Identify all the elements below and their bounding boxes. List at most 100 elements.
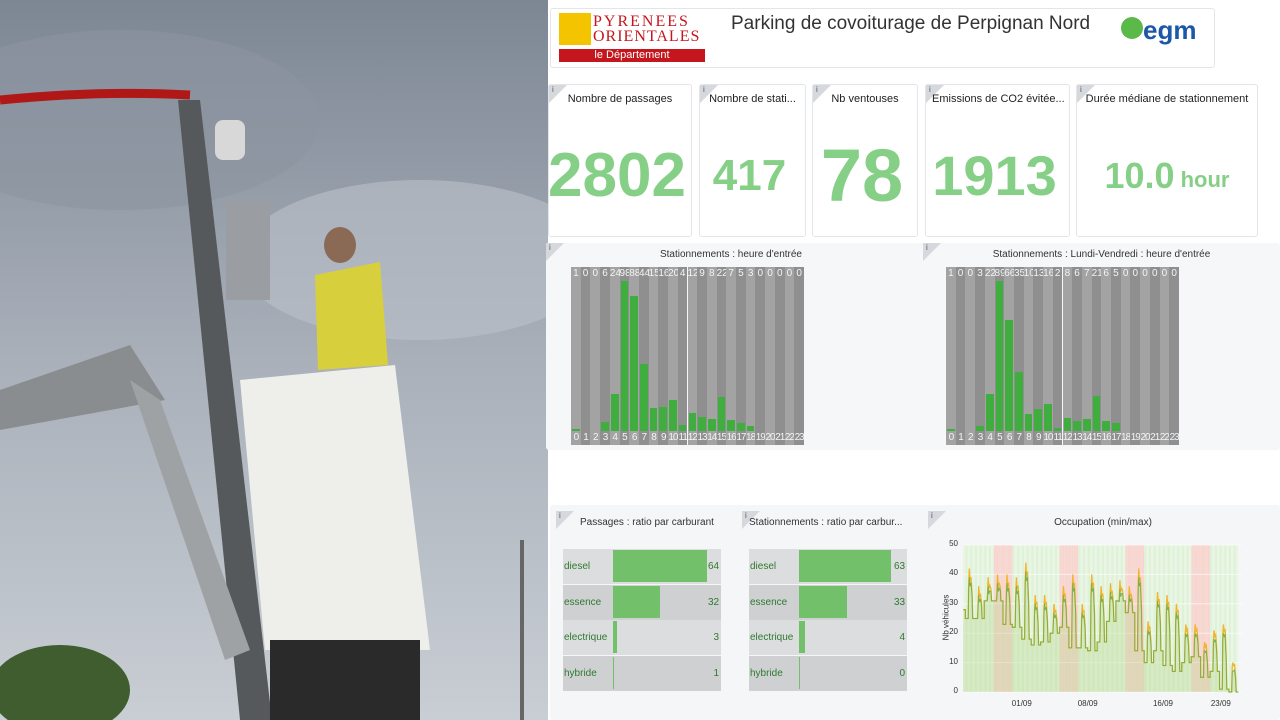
- bar-background: [1043, 267, 1053, 445]
- day-band: [1068, 545, 1072, 692]
- bar[interactable]: [678, 424, 687, 431]
- info-icon[interactable]: i: [546, 243, 564, 261]
- bar[interactable]: [649, 408, 658, 431]
- day-band: [1078, 545, 1081, 692]
- bar[interactable]: [1102, 420, 1111, 431]
- bar[interactable]: [1005, 319, 1013, 431]
- day-band: [1160, 545, 1163, 692]
- bar[interactable]: [1092, 395, 1101, 431]
- bar[interactable]: [639, 363, 648, 431]
- day-band: [1031, 545, 1034, 692]
- bar-value-label: 3: [977, 268, 983, 279]
- info-icon[interactable]: i: [742, 511, 760, 529]
- day-band: [1073, 545, 1076, 692]
- bar[interactable]: [698, 417, 706, 431]
- x-tick-label: 14: [1082, 432, 1092, 443]
- bar[interactable]: [613, 585, 660, 618]
- x-tick-label: 14: [707, 432, 717, 443]
- x-tick-label: 16: [1101, 432, 1112, 443]
- bar-background: [668, 267, 678, 445]
- bar[interactable]: [1112, 422, 1120, 431]
- bar[interactable]: [601, 421, 609, 431]
- bar[interactable]: [1073, 420, 1081, 431]
- bar[interactable]: [669, 400, 677, 431]
- bar-background: [1111, 267, 1121, 445]
- kpi-card[interactable]: i Nombre de stati... 417: [699, 84, 806, 237]
- bar[interactable]: [727, 420, 736, 431]
- kpi-card[interactable]: i Nb ventouses 78: [812, 84, 918, 237]
- bar[interactable]: [799, 585, 848, 618]
- info-icon[interactable]: i: [928, 511, 946, 529]
- bar-background: [677, 267, 688, 445]
- bar[interactable]: [707, 418, 716, 431]
- day-band: [1233, 545, 1236, 692]
- bar[interactable]: [799, 656, 800, 689]
- info-icon[interactable]: i: [813, 85, 831, 103]
- bar[interactable]: [613, 550, 707, 582]
- bar[interactable]: [1053, 427, 1062, 431]
- info-icon[interactable]: i: [556, 511, 574, 529]
- bar[interactable]: [688, 412, 697, 431]
- bar[interactable]: [737, 423, 745, 431]
- day-band: [1207, 545, 1211, 692]
- kpi-title: Nombre de passages: [567, 93, 673, 105]
- bar[interactable]: [613, 621, 618, 653]
- info-icon[interactable]: i: [923, 243, 941, 261]
- bar[interactable]: [746, 426, 755, 431]
- kpi-card[interactable]: i Durée médiane de stationnement 10.0 hou…: [1076, 84, 1258, 237]
- x-tick-label: 8: [651, 432, 657, 443]
- x-tick-label: 4: [987, 432, 993, 443]
- kpi-card[interactable]: i Nombre de passages 2802: [548, 84, 692, 237]
- bar[interactable]: [659, 406, 668, 431]
- bar-value-label: 0: [757, 268, 764, 279]
- min-series-line[interactable]: [963, 571, 1239, 693]
- bar[interactable]: [717, 397, 726, 431]
- bar-background: [1072, 267, 1082, 445]
- bar[interactable]: [995, 281, 1004, 431]
- day-band: [1085, 545, 1088, 692]
- logo-line2: ORIENTALES: [593, 28, 701, 45]
- info-icon[interactable]: i: [926, 85, 944, 103]
- kpi-card[interactable]: i Emissions de CO2 évitée... 1913: [925, 84, 1070, 237]
- bar[interactable]: [630, 296, 638, 431]
- day-band: [1064, 545, 1067, 692]
- bar[interactable]: [1044, 404, 1052, 431]
- photo-technician-installing-camera: [0, 0, 548, 720]
- bar[interactable]: [947, 429, 955, 431]
- x-tick-label: 7: [1016, 432, 1023, 443]
- bar-background: [726, 267, 737, 445]
- info-icon[interactable]: i: [549, 85, 567, 103]
- bar[interactable]: [985, 393, 994, 431]
- bar-background: [984, 267, 995, 445]
- bar-background: [736, 267, 746, 445]
- bar-background: [755, 267, 766, 445]
- bar[interactable]: [620, 281, 629, 431]
- bar[interactable]: [572, 429, 580, 431]
- day-band: [1047, 545, 1051, 692]
- bar[interactable]: [1034, 409, 1043, 431]
- day-band: [1026, 545, 1029, 692]
- day-band: [1210, 545, 1213, 692]
- day-band: [1101, 545, 1105, 692]
- bar-value-label: 0: [967, 268, 974, 279]
- bar-background: [765, 267, 775, 445]
- bar[interactable]: [610, 394, 619, 431]
- bar[interactable]: [799, 550, 892, 582]
- bar[interactable]: [799, 621, 805, 653]
- bar[interactable]: [1024, 414, 1033, 431]
- bar[interactable]: [1063, 417, 1072, 431]
- info-icon[interactable]: i: [700, 85, 718, 103]
- day-band: [1066, 545, 1069, 692]
- day-band: [1141, 545, 1145, 692]
- egm-logo-text: egm: [1143, 15, 1197, 45]
- day-band: [1118, 545, 1121, 692]
- bar[interactable]: [976, 425, 984, 431]
- value-label: 3: [713, 632, 719, 643]
- bar[interactable]: [1082, 419, 1091, 431]
- x-tick-label: 8: [1026, 432, 1032, 443]
- bar[interactable]: [613, 656, 615, 689]
- globe-icon: [1121, 17, 1143, 39]
- info-icon[interactable]: i: [1077, 85, 1095, 103]
- bar[interactable]: [1014, 372, 1023, 431]
- day-band: [1057, 545, 1060, 692]
